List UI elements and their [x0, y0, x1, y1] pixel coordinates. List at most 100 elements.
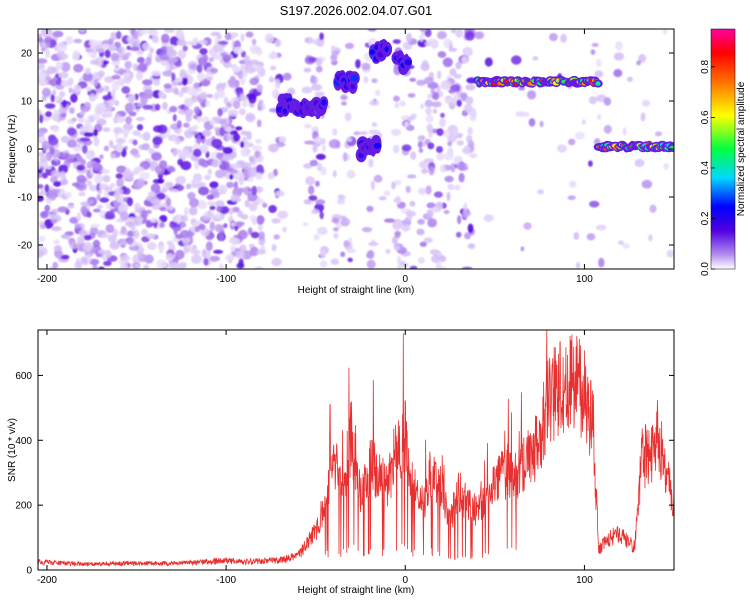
heatmap-cell — [104, 210, 115, 220]
heatmap-cell — [420, 62, 430, 72]
heatmap-cell — [183, 246, 189, 254]
heatmap-cell — [125, 52, 132, 57]
heatmap-cell — [154, 103, 161, 111]
heatmap-cell — [252, 218, 258, 225]
heatmap-cell — [38, 78, 48, 86]
heatmap-cell — [442, 57, 453, 68]
heatmap-cell — [243, 162, 252, 171]
heatmap-cell — [135, 116, 145, 122]
heatmap-cell — [204, 174, 211, 181]
heatmap-cell — [511, 55, 522, 65]
heatmap-cell — [217, 108, 223, 117]
heatmap-cell — [132, 130, 141, 137]
heatmap-cell — [287, 87, 296, 96]
colorbar-label: Normalized spectral amplitude — [736, 81, 747, 216]
heatmap-cell — [520, 246, 525, 252]
heatmap-cell — [129, 38, 140, 46]
heatmap-cell — [448, 102, 454, 108]
heatmap-cell — [104, 190, 109, 199]
heatmap-cell — [88, 93, 96, 102]
heatmap-cell — [159, 222, 165, 228]
heatmap-cell — [425, 107, 432, 116]
heatmap-cell — [194, 161, 200, 170]
colorbar-tick-label: 0.6 — [700, 110, 711, 124]
heatmap-cell — [311, 209, 320, 214]
heatmap-cell — [340, 251, 346, 258]
heatmap-cell — [121, 86, 131, 94]
heatmap-cell — [139, 172, 150, 180]
heatmap-cell — [532, 56, 539, 61]
heatmap-cell — [228, 109, 239, 117]
heatmap-cell — [122, 72, 131, 77]
heatmap-cell — [235, 79, 240, 88]
heatmap-cell — [138, 62, 148, 72]
heatmap-cell — [233, 163, 240, 170]
heatmap-cell — [314, 136, 322, 144]
heatmap-cell — [416, 79, 426, 86]
heatmap-cell — [392, 144, 400, 154]
heatmap-cell — [248, 93, 257, 104]
heatmap-cell — [172, 87, 179, 95]
heatmap-cell — [119, 254, 131, 262]
heatmap-cell — [98, 266, 105, 269]
heatmap-cell — [126, 237, 134, 245]
heatmap-cell — [143, 264, 150, 269]
heatmap-cell — [240, 147, 251, 157]
heatmap-cell — [448, 47, 458, 52]
heatmap-cell — [603, 97, 612, 106]
signal-track-mark — [321, 99, 327, 106]
heatmap-cell — [240, 214, 249, 220]
colorbar-gradient — [710, 28, 736, 270]
heatmap-cell — [591, 42, 599, 47]
heatmap-cell — [179, 69, 187, 78]
snr-y-label: SNR (10 * v/v) — [7, 418, 18, 482]
heatmap-cell — [96, 102, 107, 113]
heatmap-cell — [198, 39, 208, 45]
heatmap-cell — [427, 218, 437, 228]
heatmap-cell — [249, 77, 259, 86]
heatmap-cell — [264, 33, 274, 44]
heatmap-cell — [178, 262, 188, 267]
heatmap-cell — [96, 118, 107, 126]
heatmap-cell — [110, 31, 118, 41]
heatmap-cell — [53, 181, 62, 187]
heatmap-cell — [69, 217, 79, 224]
heatmap-cell — [101, 112, 110, 119]
heatmap-cell — [180, 160, 192, 171]
heatmap-cell — [160, 45, 169, 55]
heatmap-cell — [102, 175, 111, 183]
heatmap-cell — [38, 235, 46, 243]
heatmap-cell — [176, 215, 181, 225]
heatmap-cell — [134, 263, 140, 269]
heatmap-cell — [256, 119, 262, 128]
heatmap-cell — [467, 127, 474, 135]
heatmap-cell — [594, 70, 604, 78]
heatmap-cell — [99, 197, 110, 203]
heatmap-cell — [662, 29, 668, 35]
heatmap-cell — [330, 45, 336, 52]
heatmap-cell — [202, 129, 212, 137]
heatmap-cell — [96, 204, 103, 209]
heatmap-cell — [188, 206, 198, 216]
chart-title: S197.2026.002.04.07.G01 — [280, 3, 433, 18]
snr-x-tick-label: -100 — [216, 575, 236, 586]
heatmap-cell — [205, 250, 211, 258]
heatmap-cell — [86, 211, 92, 218]
heatmap-cell — [177, 91, 184, 98]
heatmap-cell — [89, 258, 100, 266]
heatmap-cell — [104, 186, 113, 192]
heatmap-cell — [232, 206, 240, 213]
heatmap-cell — [252, 204, 258, 210]
colorbar-tick-label: 0.8 — [700, 60, 711, 74]
heatmap-cell — [133, 153, 141, 158]
heatmap-cell — [319, 249, 327, 259]
heatmap-cell — [427, 93, 432, 100]
heatmap-cell — [340, 217, 350, 227]
heatmap-cell — [613, 52, 625, 61]
signal-track-mark — [373, 142, 382, 149]
heatmap-cell — [165, 63, 171, 71]
heatmap-cell — [518, 86, 526, 91]
heatmap-cell — [455, 29, 463, 38]
heatmap-cell — [51, 188, 61, 193]
heatmap-cell — [254, 150, 260, 158]
